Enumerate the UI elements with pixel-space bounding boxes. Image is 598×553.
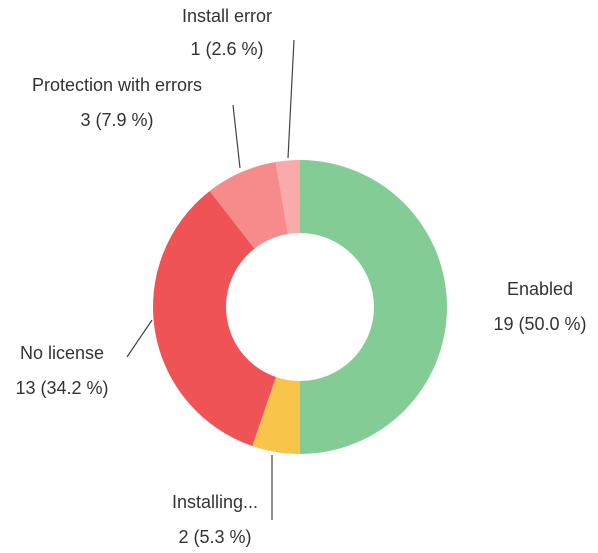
donut-slice — [209, 162, 288, 249]
slice-value-label: 1 (2.6 %) — [190, 39, 263, 59]
donut-slice — [252, 376, 300, 454]
slice-label: Enabled — [507, 279, 573, 299]
slice-label: No license — [20, 343, 104, 363]
slice-value-label: 19 (50.0 %) — [493, 314, 586, 334]
donut-slice — [275, 160, 300, 235]
slice-label: Installing... — [172, 492, 258, 512]
slice-label: Install error — [182, 6, 272, 26]
slice-label: Protection with errors — [32, 75, 202, 95]
leader-line — [232, 104, 241, 169]
leader-line — [287, 39, 295, 159]
leader-line — [126, 319, 153, 358]
slice-value-label: 2 (5.3 %) — [178, 527, 251, 547]
slice-value-label: 3 (7.9 %) — [80, 110, 153, 130]
slice-value-label: 13 (34.2 %) — [15, 378, 108, 398]
donut-slice — [300, 160, 447, 454]
donut-slice — [153, 190, 276, 447]
